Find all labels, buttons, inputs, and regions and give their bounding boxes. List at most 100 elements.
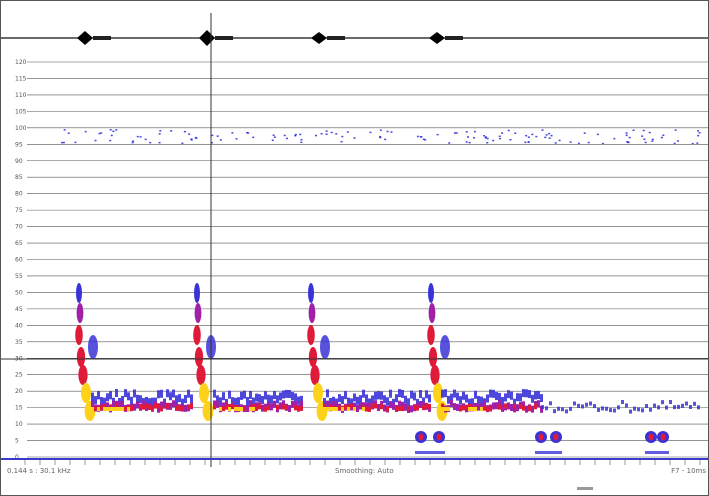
tail-pixel — [106, 402, 109, 410]
call-sweep-segment — [313, 383, 323, 403]
frequency-tick-label: 100 — [15, 125, 27, 132]
noise-dot — [420, 136, 423, 138]
tail-pixel — [136, 401, 139, 409]
tail-pixel — [462, 405, 465, 411]
tail-pixel — [276, 404, 279, 410]
tail-pixel — [160, 389, 163, 398]
tail-pixel — [419, 401, 422, 409]
noise-dot — [379, 135, 382, 138]
tail-pixel — [329, 403, 332, 409]
tail-pixel — [160, 401, 163, 409]
frequency-tick-label: 10 — [15, 421, 23, 428]
noise-dot — [499, 137, 502, 140]
frequency-tick-label: 45 — [15, 306, 23, 313]
tail-pixel — [492, 389, 495, 398]
tail-pixel — [605, 406, 608, 411]
tail-pixel — [507, 402, 510, 410]
tail-pixel — [142, 404, 145, 410]
tail-pixel — [329, 407, 332, 411]
call-sweep-segment — [196, 365, 206, 385]
frequency-tick-label: 55 — [15, 273, 23, 280]
noise-dot — [416, 135, 419, 138]
tail-pixel — [142, 400, 145, 408]
tail-pixel — [456, 403, 459, 411]
tail-pixel — [264, 391, 267, 400]
tail-pixel — [368, 398, 371, 407]
tail-pixel — [504, 393, 507, 402]
tail-pixel — [495, 402, 498, 410]
tail-pixel — [585, 402, 588, 407]
noise-dot — [320, 132, 323, 135]
tail-pixel — [371, 403, 374, 409]
tail-pixel — [362, 389, 365, 398]
tail-pixel — [234, 397, 237, 406]
noise-dot — [195, 137, 198, 139]
tail-pixel — [353, 393, 356, 402]
noise-dot — [527, 136, 530, 138]
tail-pixel — [459, 406, 462, 412]
low-blob — [553, 433, 559, 441]
tail-pixel — [353, 407, 356, 411]
tail-pixel — [653, 403, 656, 408]
tail-pixel — [326, 389, 329, 398]
noise-dot — [170, 130, 173, 132]
tail-pixel — [380, 391, 383, 400]
noise-dot — [346, 131, 349, 133]
frequency-grid — [27, 61, 708, 458]
tail-pixel — [112, 407, 115, 411]
call-sweep-segment — [76, 303, 84, 323]
noise-dot — [466, 136, 469, 138]
tail-pixel — [495, 392, 498, 401]
tail-pixel — [103, 407, 106, 411]
tail-pixel — [154, 403, 157, 409]
noise-dot — [465, 131, 468, 133]
frequency-tick-label: 80 — [15, 191, 23, 198]
noise-dot — [379, 129, 382, 131]
noise-dot — [144, 138, 147, 141]
tail-pixel — [181, 398, 184, 407]
tail-pixel — [669, 400, 672, 405]
tail-pixel — [252, 407, 255, 411]
noise-dot — [84, 130, 87, 133]
tail-pixel — [516, 404, 519, 412]
tail-pixel — [282, 404, 285, 410]
tail-pixel — [444, 407, 447, 411]
tail-pixel — [267, 394, 270, 403]
call-sweep-segment — [430, 365, 440, 385]
tail-pixel — [291, 392, 294, 401]
tail-pixel — [395, 394, 398, 403]
tail-pixel — [255, 406, 258, 412]
frequency-tick-label: 105 — [15, 108, 27, 115]
call-sweep-segment — [76, 347, 86, 367]
noise-dot — [492, 139, 495, 142]
tail-pixel — [109, 404, 112, 410]
tail-pixel — [513, 405, 516, 413]
tail-pixel — [121, 407, 124, 411]
tail-pixel — [106, 393, 109, 402]
noise-dot — [74, 141, 77, 144]
noise-dot — [550, 134, 553, 137]
noise-dot — [219, 139, 222, 141]
scrollbar-thumb[interactable] — [577, 487, 593, 490]
tail-pixel — [109, 407, 112, 411]
tail-pixel — [450, 400, 453, 408]
tail-pixel — [507, 390, 510, 399]
tail-pixel — [557, 406, 560, 411]
low-blob — [418, 433, 424, 441]
tail-pixel — [359, 402, 362, 410]
waveform-burst — [311, 32, 327, 44]
waveform-burst — [215, 36, 233, 40]
tail-pixel — [597, 407, 600, 412]
tail-pixel — [326, 407, 329, 411]
noise-dot — [283, 134, 286, 137]
call-sweep-segment — [75, 325, 83, 345]
noise-dot — [158, 141, 161, 144]
tail-pixel — [151, 397, 154, 406]
tail-pixel — [246, 404, 249, 412]
tail-pixel — [489, 389, 492, 398]
noise-dot — [271, 139, 274, 142]
noise-dot — [541, 129, 544, 131]
tail-pixel — [593, 404, 596, 409]
